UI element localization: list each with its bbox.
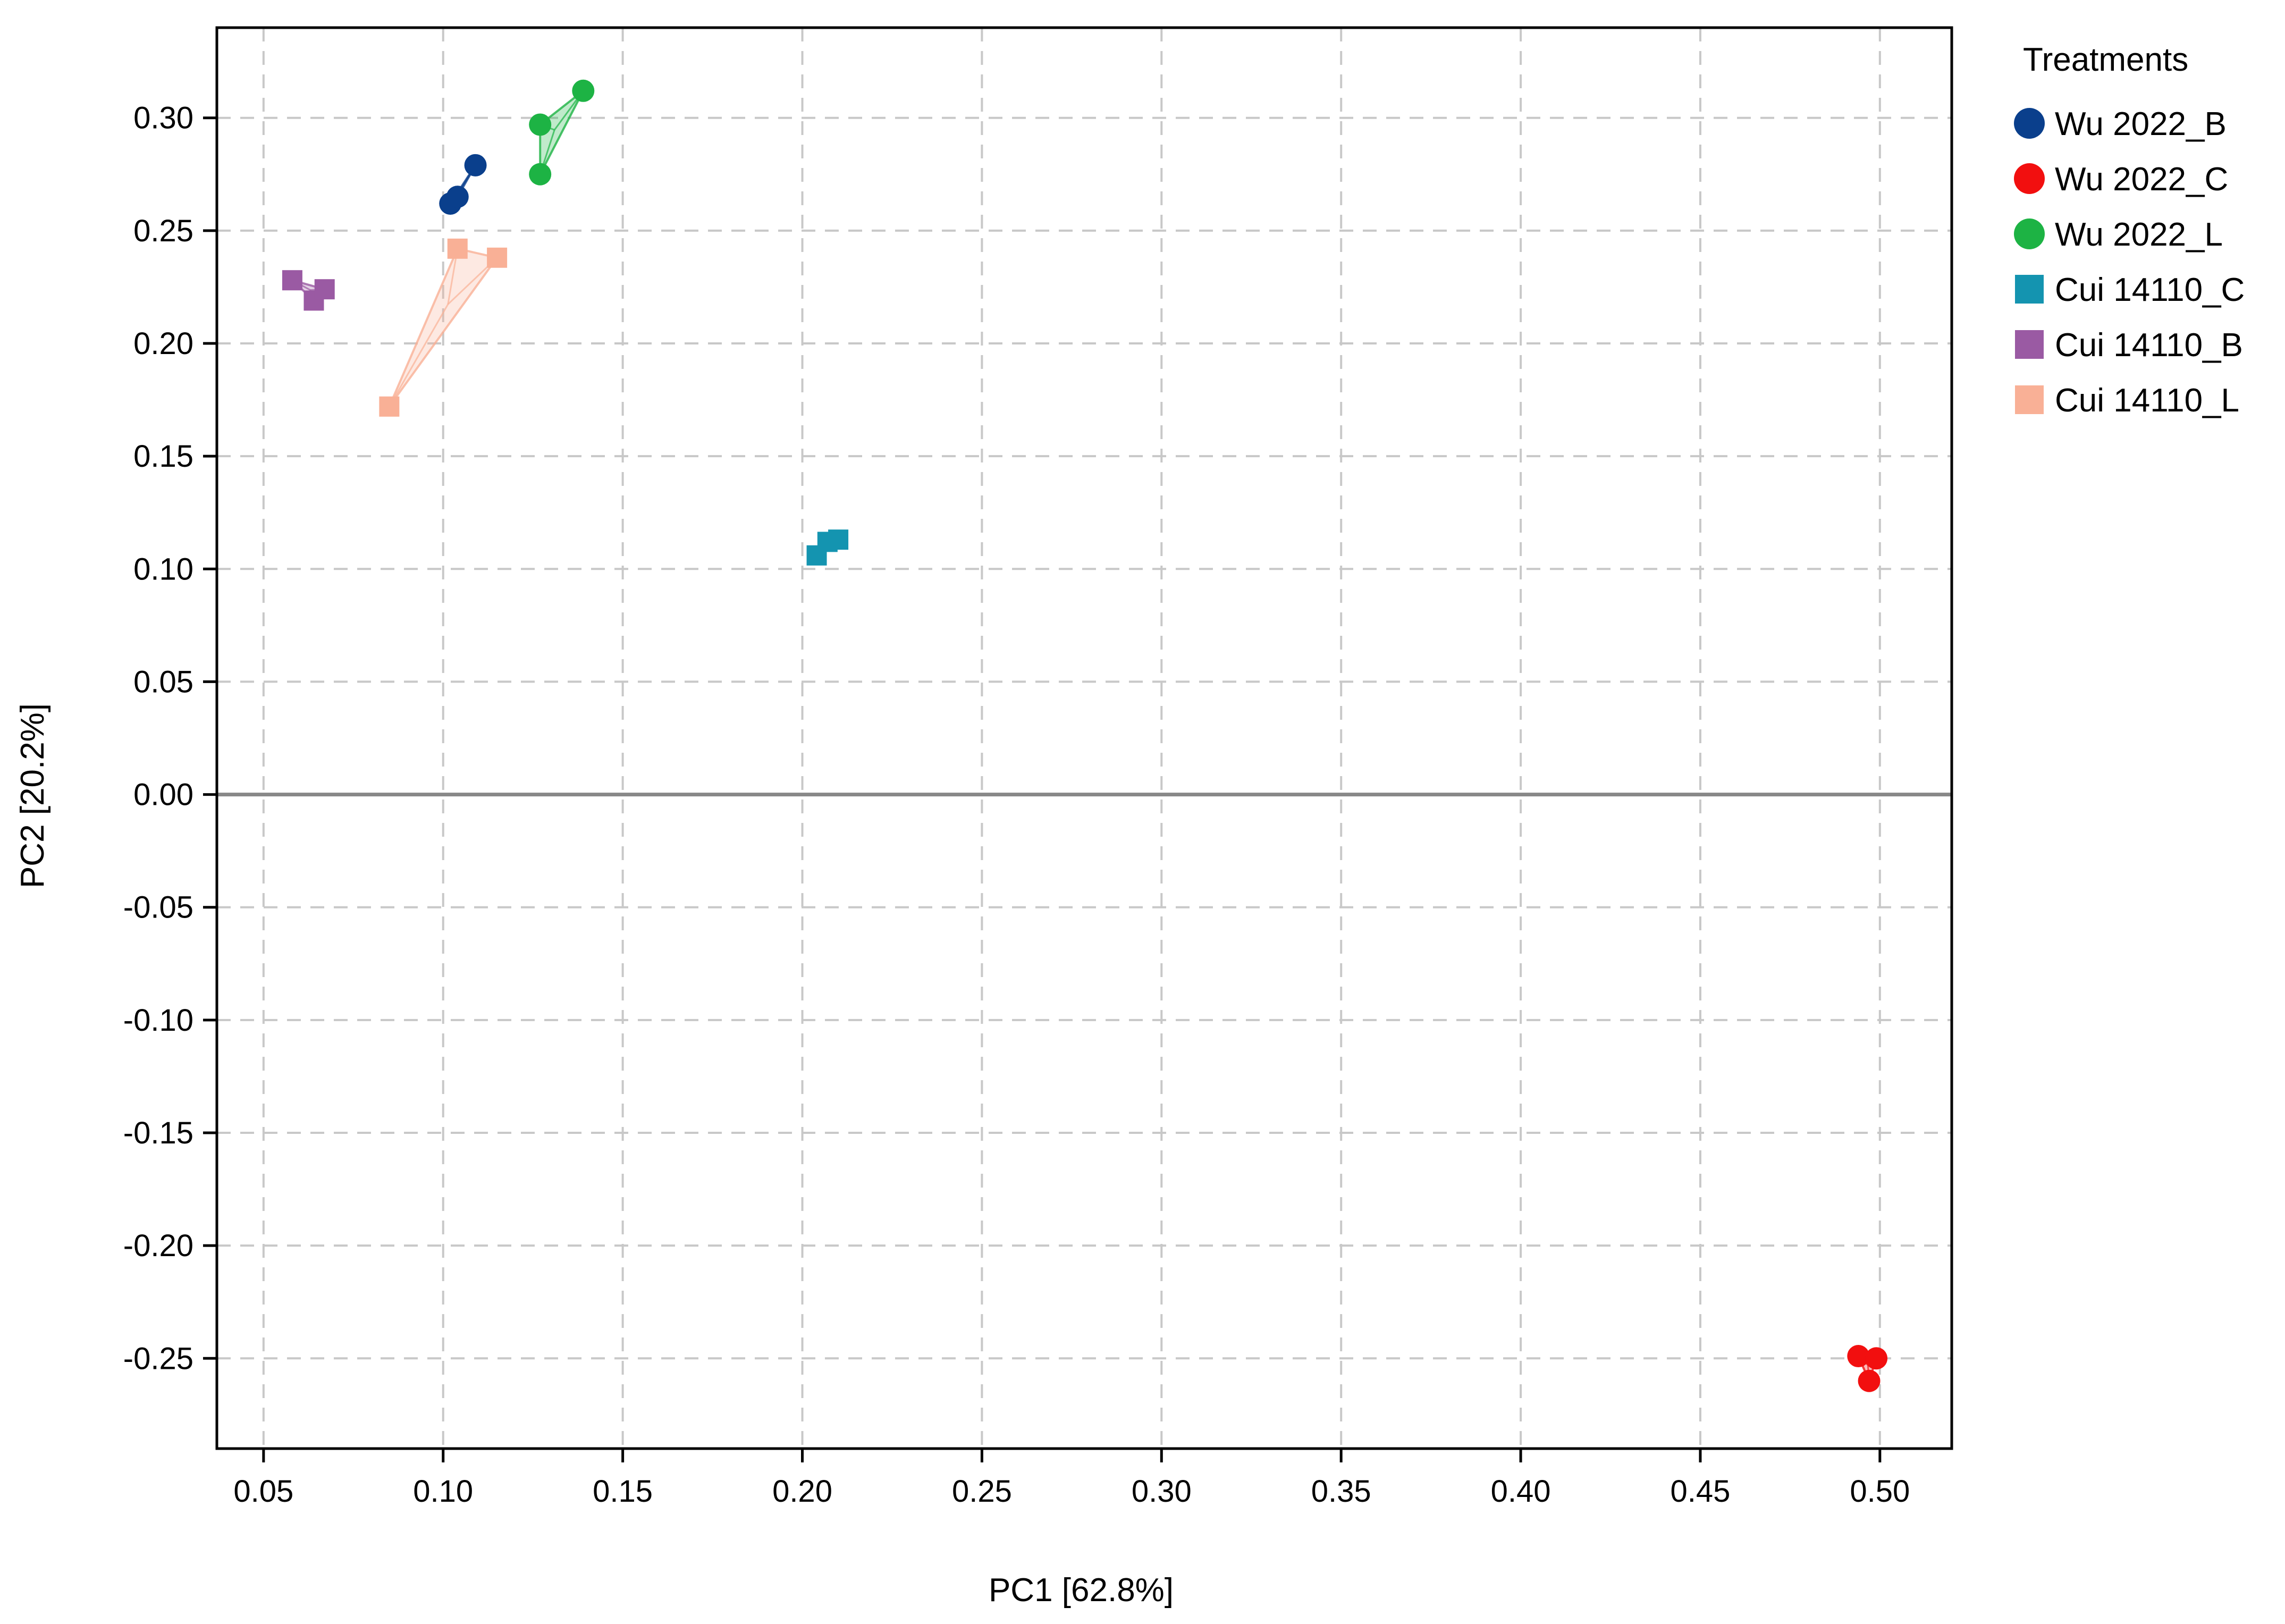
x-tick-label: 0.50 [1850, 1474, 1910, 1509]
y-axis-ticks: 0.30 0.25 0.20 0.15 0.10 0.05 0.00 -0.05 -0.10 -0… [123, 101, 217, 1376]
data-point [464, 154, 487, 176]
group-hull [539, 90, 585, 175]
x-tick-label: 0.45 [1671, 1474, 1731, 1509]
data-point [314, 279, 335, 300]
y-tick-label: 0.15 [133, 439, 193, 474]
y-tick-label: -0.15 [123, 1116, 193, 1150]
legend-label: Wu 2022_L [2055, 216, 2223, 253]
y-tick-label: -0.20 [123, 1228, 193, 1263]
y-tick-label: 0.05 [133, 664, 193, 699]
y-tick-label: 0.20 [133, 326, 193, 361]
x-tick-label: 0.20 [772, 1474, 832, 1509]
legend: Treatments Wu 2022_B Wu 2022_C Wu 2022_L Cu… [2014, 41, 2245, 419]
y-tick-label: -0.10 [123, 1003, 193, 1038]
x-tick-label: 0.40 [1491, 1474, 1551, 1509]
y-axis-title: PC2 [20.2%] [14, 703, 51, 888]
x-tick-label: 0.30 [1132, 1474, 1192, 1509]
y-tick-label: 0.25 [133, 214, 193, 248]
x-tick-label: 0.15 [593, 1474, 653, 1509]
data-point [828, 529, 849, 550]
data-points [282, 79, 1888, 1392]
legend-label: Cui 14110_L [2055, 382, 2239, 419]
plot-frame [215, 26, 1953, 1450]
legend-title: Treatments [2023, 41, 2188, 78]
data-point [1858, 1369, 1881, 1392]
legend-label: Wu 2022_C [2055, 161, 2228, 198]
data-point [572, 79, 595, 102]
legend-marker [2014, 218, 2045, 249]
x-tick-label: 0.05 [233, 1474, 293, 1509]
x-axis-ticks: 0.05 0.10 0.15 0.20 0.25 0.30 0.35 0.40 0.45 0.50 [233, 1449, 1910, 1509]
grid-lines [217, 28, 1952, 1449]
y-tick-label: 0.00 [133, 778, 193, 812]
group-hull [388, 247, 499, 407]
legend-marker [2015, 275, 2044, 304]
x-axis-title: PC1 [62.8%] [989, 1572, 1174, 1609]
x-tick-label: 0.35 [1311, 1474, 1371, 1509]
data-point [282, 270, 302, 291]
x-tick-label: 0.25 [952, 1474, 1012, 1509]
data-point [1847, 1345, 1870, 1368]
x-tick-label: 0.10 [413, 1474, 473, 1509]
y-tick-label: 0.10 [133, 552, 193, 586]
legend-marker [2014, 108, 2045, 139]
hull-spoke [389, 304, 449, 407]
data-point [446, 186, 469, 208]
legend-marker [2014, 163, 2045, 194]
data-point [487, 247, 508, 268]
data-point [529, 163, 552, 186]
data-point [447, 238, 468, 259]
legend-label: Wu 2022_B [2055, 106, 2227, 142]
y-tick-label: 0.30 [133, 101, 193, 136]
y-tick-label: -0.25 [123, 1341, 193, 1376]
legend-label: Cui 14110_C [2055, 272, 2245, 308]
legend-label: Cui 14110_B [2055, 327, 2243, 364]
data-point [379, 396, 400, 417]
legend-marker [2015, 330, 2044, 359]
data-point [529, 113, 552, 136]
legend-marker [2015, 385, 2044, 414]
y-tick-label: -0.05 [123, 890, 193, 925]
data-point [1865, 1347, 1888, 1370]
